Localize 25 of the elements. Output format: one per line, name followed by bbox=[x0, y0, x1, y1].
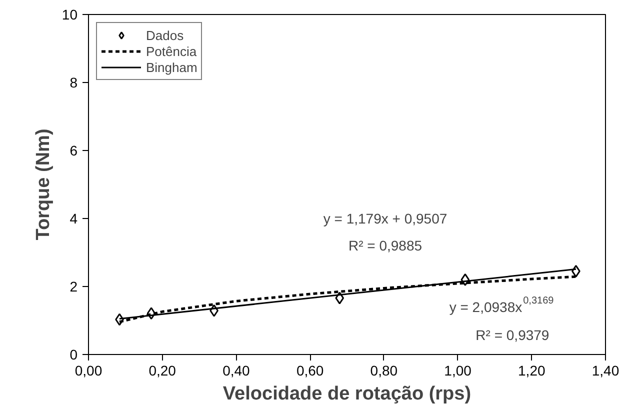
point bbox=[146, 307, 156, 320]
legend-label: Dados bbox=[146, 27, 184, 43]
point bbox=[460, 273, 470, 286]
y-tick-label: 10 bbox=[62, 6, 78, 22]
x-tick-label: 0,40 bbox=[222, 362, 250, 378]
x-tick-label: 0,20 bbox=[148, 362, 176, 378]
legend-label: Potência bbox=[146, 43, 197, 59]
legend-label: Bingham bbox=[146, 59, 198, 75]
annotation: R² = 0,9379 bbox=[476, 326, 550, 343]
y-tick-label: 0 bbox=[70, 346, 78, 362]
x-tick-label: 1,40 bbox=[592, 362, 620, 378]
x-tick-label: 1,20 bbox=[518, 362, 546, 378]
y-tick-label: 2 bbox=[70, 278, 78, 294]
x-tick-label: 0,60 bbox=[296, 362, 324, 378]
x-axis-title: Velocidade de rotação (rps) bbox=[222, 384, 472, 404]
x-tick-label: 0,80 bbox=[370, 362, 398, 378]
x-tick-label: 1,00 bbox=[444, 362, 472, 378]
annotation: y = 1,179x + 0,9507 bbox=[323, 210, 448, 226]
y-tick-label: 8 bbox=[70, 74, 78, 90]
annotation: R² = 0,9885 bbox=[348, 238, 422, 254]
point bbox=[335, 292, 344, 304]
y-axis-title: Torque (Nm) bbox=[32, 128, 54, 240]
x-tick-label: 0,00 bbox=[74, 362, 102, 378]
y-tick-label: 4 bbox=[70, 210, 78, 226]
y-tick-label: 6 bbox=[70, 142, 78, 158]
